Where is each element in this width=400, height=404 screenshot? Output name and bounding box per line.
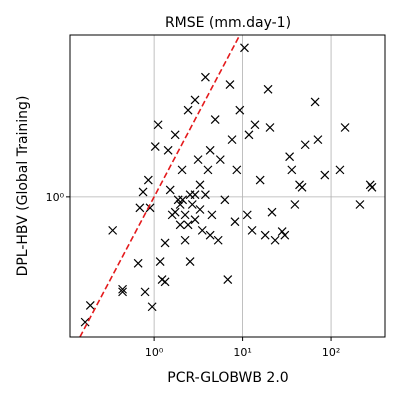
point [240,43,249,53]
point [163,145,173,155]
point [170,207,180,217]
point [313,135,323,145]
point [190,215,200,225]
point [213,235,223,245]
point [180,210,190,220]
point [227,135,237,145]
point [244,130,254,140]
point [193,155,203,165]
point [263,84,273,94]
point [367,182,377,192]
point [320,170,330,180]
point [170,130,180,140]
point [242,210,252,220]
point [230,217,240,227]
point [255,175,265,185]
point [185,257,195,266]
point [340,123,350,132]
point [260,230,270,240]
point [180,235,190,245]
point [290,200,300,209]
point [150,142,160,151]
point [265,123,275,132]
point [287,165,297,175]
point [118,287,127,297]
point [207,210,217,220]
y-tick-label: 10⁰ [46,191,65,204]
point [277,227,287,236]
x-tick-label: 10² [322,346,340,359]
point [223,275,233,284]
point [140,287,150,297]
point [220,195,230,205]
point [175,220,185,230]
point [200,72,210,82]
point [133,258,143,268]
point [270,235,280,245]
point [175,200,185,209]
point [183,105,193,115]
point [195,205,205,214]
x-axis-label: PCR-GLOBWB 2.0 [167,370,288,386]
point [80,317,90,327]
plot-frame [69,34,386,338]
point [190,95,200,105]
point [267,207,277,217]
point [355,200,365,209]
point [108,225,118,235]
point [178,195,188,205]
point [165,185,175,195]
point [143,175,153,185]
point [247,225,257,235]
point [205,230,215,240]
point [187,200,197,209]
point [138,187,148,197]
point [335,165,345,175]
point [160,277,170,287]
point [177,165,187,175]
point [310,97,320,107]
point [155,257,165,266]
y-axis-label: DPL-HBV (Global Training) [15,96,31,277]
x-tick-label: 10⁰ [145,346,164,359]
point [297,182,307,192]
point [160,238,170,248]
point [183,220,193,230]
chart-title: RMSE (mm.day-1) [165,15,291,31]
point [235,105,245,115]
point [118,284,127,294]
point [147,302,157,312]
point [225,80,235,89]
point [135,203,145,213]
x-tick-label: 10¹ [233,346,251,359]
point [85,301,95,310]
point [195,180,205,190]
point [203,165,213,175]
point [205,145,215,155]
point [173,195,183,205]
point [280,230,290,240]
point [250,120,260,130]
point [210,115,220,125]
point [190,190,200,200]
point [232,165,242,175]
point [200,190,210,200]
identity-line [79,34,241,338]
point [300,140,310,150]
point [145,203,155,213]
point [197,225,207,235]
point [285,152,295,162]
point [153,120,163,130]
point [215,155,225,165]
